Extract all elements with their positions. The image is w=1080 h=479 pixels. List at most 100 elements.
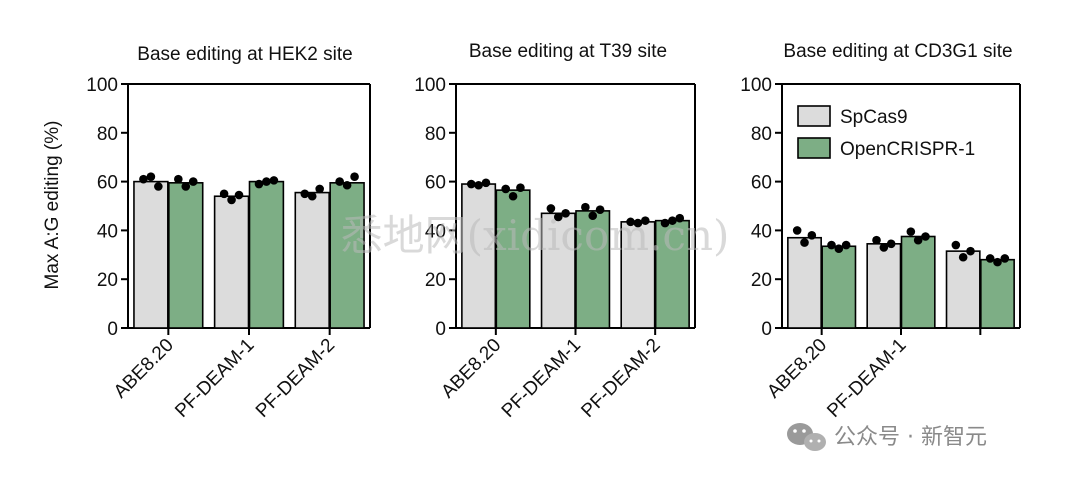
bar-opencrispr (248, 180, 285, 329)
footer-text: 公众号 · 新智元 (834, 425, 987, 450)
y-tick-label: 20 (97, 270, 118, 291)
data-point-spcas9 (466, 179, 476, 189)
y-tick-label: 0 (107, 319, 118, 340)
bar-spcas9 (787, 236, 822, 329)
x-category-label: ABE8.20 (437, 335, 505, 403)
y-tick-label: 40 (97, 221, 118, 242)
y-tick-label: 80 (97, 124, 118, 145)
x-category-label: PF-DEAM-1 (498, 335, 585, 422)
y-tick-label: 100 (86, 75, 118, 96)
legend-swatch-opencrispr (797, 137, 831, 159)
data-point-opencrispr (516, 183, 525, 192)
data-point-opencrispr (921, 232, 930, 241)
data-point-opencrispr (501, 184, 511, 194)
y-tick-label: 0 (761, 319, 772, 340)
data-point-spcas9 (474, 180, 483, 190)
data-point-opencrispr (660, 218, 670, 228)
data-point-spcas9 (958, 252, 968, 262)
data-point-spcas9 (234, 190, 244, 200)
bar-opencrispr (900, 235, 936, 329)
data-point-spcas9 (792, 226, 802, 235)
data-point-opencrispr (181, 182, 191, 191)
y-tick-label: 40 (425, 221, 446, 242)
data-point-spcas9 (219, 189, 229, 199)
data-point-spcas9 (640, 216, 650, 225)
bar-opencrispr (821, 245, 857, 329)
legend: SpCas9 OpenCRISPR-1 (797, 105, 975, 160)
watermark: 悉地网(xidicom.cn) (341, 211, 730, 260)
x-category-label: PF-DEAM-2 (577, 335, 664, 422)
y-tick-label: 60 (425, 173, 446, 194)
bar-spcas9 (133, 180, 169, 329)
data-point-opencrispr (841, 240, 851, 250)
y-tick-label: 60 (97, 173, 118, 194)
data-point-opencrispr (262, 177, 271, 186)
panel-title: Base editing at T39 site (469, 41, 667, 62)
data-point-opencrispr (595, 205, 605, 214)
data-point-spcas9 (481, 178, 491, 188)
panel-title: Base editing at HEK2 site (137, 44, 352, 65)
data-point-spcas9 (886, 239, 896, 249)
bar-spcas9 (866, 243, 902, 329)
legend-label-spcas9: SpCas9 (840, 107, 908, 128)
y-tick-label: 60 (751, 173, 772, 194)
data-point-opencrispr (1000, 254, 1010, 263)
y-tick-label: 20 (425, 270, 446, 291)
data-point-spcas9 (633, 218, 643, 228)
panel-cd3g1: Base editing at CD3G1 site 0 20 40 60 80 100 A… (740, 41, 1021, 422)
data-point-opencrispr (254, 179, 264, 189)
y-tick-label: 100 (740, 75, 772, 96)
wechat-icon (787, 423, 826, 451)
data-point-spcas9 (951, 240, 961, 250)
data-point-spcas9 (872, 235, 881, 245)
data-point-opencrispr (508, 191, 518, 201)
y-tick-label: 80 (425, 124, 446, 145)
data-point-opencrispr (827, 240, 836, 250)
data-point-spcas9 (800, 238, 809, 247)
data-point-spcas9 (300, 189, 310, 199)
bar-spcas9 (945, 250, 981, 329)
y-tick-label: 0 (435, 319, 446, 340)
y-axis-label: Max A:G editing (%) (42, 121, 63, 290)
data-point-spcas9 (307, 191, 317, 201)
data-point-spcas9 (553, 212, 563, 222)
data-point-spcas9 (879, 243, 889, 252)
x-category-label: PF-DEAM-2 (252, 335, 339, 422)
bar-opencrispr (495, 189, 531, 329)
bar-spcas9 (461, 183, 497, 329)
data-point-spcas9 (561, 209, 570, 218)
panel-hek2: Base editing at HEK2 site 0 20 40 60 80 100 AB… (86, 44, 371, 422)
data-point-spcas9 (146, 172, 156, 182)
bar-spcas9 (294, 191, 330, 329)
data-point-opencrispr (668, 216, 677, 225)
panel-title: Base editing at CD3G1 site (783, 41, 1012, 62)
data-point-opencrispr (188, 177, 198, 186)
data-point-spcas9 (227, 195, 236, 205)
data-point-opencrispr (350, 172, 359, 182)
y-tick-label: 20 (751, 270, 772, 291)
data-point-spcas9 (546, 204, 556, 213)
data-point-opencrispr (913, 235, 923, 245)
bar-opencrispr (980, 258, 1015, 329)
bar-spcas9 (213, 195, 250, 329)
bar-opencrispr (329, 182, 365, 329)
data-point-opencrispr (985, 254, 995, 263)
bar-opencrispr (168, 182, 204, 329)
data-point-opencrispr (993, 257, 1002, 267)
data-point-spcas9 (139, 174, 148, 184)
y-tick-label: 80 (751, 124, 772, 145)
y-tick-label: 100 (414, 75, 446, 96)
y-tick-label: 40 (751, 221, 772, 242)
data-point-spcas9 (315, 184, 324, 194)
data-point-opencrispr (834, 244, 844, 253)
x-category-label: ABE8.20 (763, 335, 831, 403)
bar-spcas9 (620, 221, 656, 329)
data-point-spcas9 (807, 230, 817, 240)
data-point-opencrispr (588, 211, 598, 221)
x-category-label: PF-DEAM-1 (823, 335, 910, 422)
footer-attribution: 公众号 · 新智元 (787, 423, 987, 451)
x-category-label: PF-DEAM-1 (171, 335, 258, 422)
data-point-opencrispr (675, 213, 685, 223)
data-point-spcas9 (966, 246, 975, 256)
data-point-opencrispr (174, 174, 183, 184)
